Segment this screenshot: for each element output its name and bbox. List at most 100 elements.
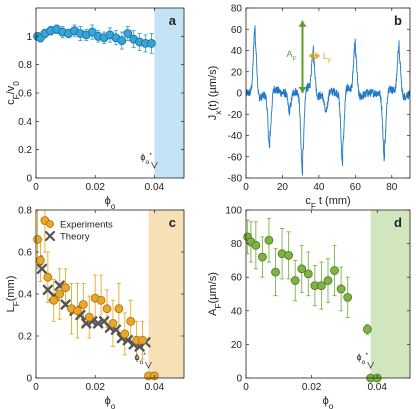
axes-frame — [245, 7, 411, 179]
x-tick-label: 80 — [386, 182, 398, 193]
data-point — [73, 306, 82, 316]
width-arrowhead-right — [314, 52, 321, 60]
width-arrowhead-left — [308, 52, 315, 60]
data-point — [108, 318, 118, 328]
x-axis-label: ϕo — [105, 195, 116, 211]
y-tick-label: 0.6 — [18, 89, 32, 100]
threshold-label: ϕo* — [134, 352, 146, 366]
y-tick-label: 0.2 — [18, 145, 32, 156]
legend-marker-x — [44, 230, 56, 242]
y-tick-label: 0 — [26, 374, 32, 385]
data-point — [362, 324, 372, 334]
y-tick-label: 0 — [236, 89, 242, 100]
data-point — [87, 27, 97, 37]
y-tick-label: -20 — [228, 110, 243, 121]
y-axis-label: cF/v0 — [5, 81, 21, 105]
x-tick-label: 0.04 — [367, 382, 387, 393]
data-point — [96, 295, 106, 305]
y-tick-label: -80 — [228, 174, 243, 185]
x-tick-label: 0.04 — [145, 182, 165, 193]
y-tick-label: 0.8 — [18, 60, 32, 71]
threshold-arrow — [151, 161, 158, 169]
data-point — [290, 276, 300, 285]
y-tick-label: 0.6 — [18, 248, 32, 259]
data-point — [303, 269, 313, 279]
panel-label: b — [394, 13, 402, 28]
y-tick-label: 20 — [231, 340, 243, 351]
y-tick-label: 60 — [231, 273, 243, 284]
data-point — [138, 335, 147, 345]
panel-a: ϕo* 0 0.02 0.04 0 0.2 0.4 0.6 0.8 1 ϕo cF/v0 a — [5, 7, 185, 211]
y-tick-label: 40 — [231, 46, 243, 57]
threshold-arrow — [367, 361, 374, 369]
data-point — [114, 304, 124, 314]
data-point — [49, 295, 59, 305]
data-point — [264, 235, 274, 245]
y-axis-label: AF(µm/s) — [207, 272, 223, 316]
data-point — [55, 289, 65, 299]
x-tick-label: 0 — [243, 182, 249, 193]
data-point — [36, 255, 45, 265]
x-tick-label: 0.02 — [85, 382, 105, 393]
data-point — [323, 276, 333, 285]
width-label: LF — [323, 51, 332, 65]
shaded-region — [148, 210, 184, 378]
legend-label: Experiments — [60, 220, 113, 231]
y-tick-label: 1 — [26, 32, 32, 43]
panel-label: c — [169, 215, 176, 230]
x-tick-label: 20 — [277, 182, 289, 193]
y-tick-label: 80 — [231, 239, 243, 250]
data-point — [317, 281, 326, 291]
data-point — [330, 266, 339, 275]
x-axis-label: ϕo — [105, 395, 116, 409]
data-point — [336, 284, 346, 294]
y-tick-label: 0.2 — [18, 332, 32, 343]
x-tick-label: 60 — [350, 182, 362, 193]
data-point — [257, 252, 267, 262]
data-point — [343, 292, 353, 302]
y-tick-label: 20 — [231, 67, 243, 78]
amplitude-arrowhead-up — [298, 20, 307, 27]
data-point — [78, 300, 88, 309]
y-tick-label: 0.4 — [18, 117, 32, 128]
x-tick-label: 0.04 — [145, 382, 165, 393]
threshold-arrow — [145, 361, 152, 369]
signal-line — [246, 25, 410, 176]
amplitude-label: AF — [286, 49, 296, 63]
data-point — [297, 264, 307, 274]
data-point — [126, 316, 136, 326]
y-tick-label: 0.4 — [18, 290, 32, 301]
y-tick-label: 40 — [231, 306, 243, 317]
data-point — [33, 234, 42, 244]
data-point — [43, 272, 53, 282]
plot-area — [246, 25, 410, 176]
panel-d: ϕo* 0 0.02 0.04 0 20 40 60 80 100 ϕo AF(µm/s) d — [207, 206, 411, 409]
legend-label: Theory — [60, 232, 90, 243]
y-tick-label: 100 — [225, 206, 242, 217]
data-point — [123, 29, 133, 38]
y-axis-label: LF(mm) — [5, 276, 21, 313]
data-point — [61, 283, 70, 293]
axes-frame — [245, 209, 411, 379]
x-tick-label: 0 — [33, 382, 39, 393]
x-tick-label: 0 — [243, 382, 249, 393]
threshold-label: ϕo* — [140, 152, 152, 166]
threshold-label: ϕo* — [357, 352, 369, 366]
y-tick-label: 0 — [26, 174, 32, 185]
y-tick-label: -60 — [228, 152, 243, 163]
data-point — [251, 240, 261, 250]
x-tick-label: 0.02 — [85, 182, 105, 193]
data-point — [271, 267, 280, 277]
x-tick-label: 0 — [33, 182, 39, 193]
data-point — [147, 39, 156, 48]
data-point — [120, 329, 130, 339]
amplitude-arrowhead-down — [298, 87, 307, 93]
x-axis-label: ϕo — [323, 395, 334, 409]
y-tick-label: 60 — [231, 25, 243, 36]
y-tick-label: 0.8 — [18, 206, 32, 217]
legend-marker-circle — [46, 220, 54, 228]
data-point — [102, 304, 112, 314]
data-point — [117, 36, 127, 45]
theory-marker — [36, 263, 48, 274]
data-point — [284, 250, 294, 260]
